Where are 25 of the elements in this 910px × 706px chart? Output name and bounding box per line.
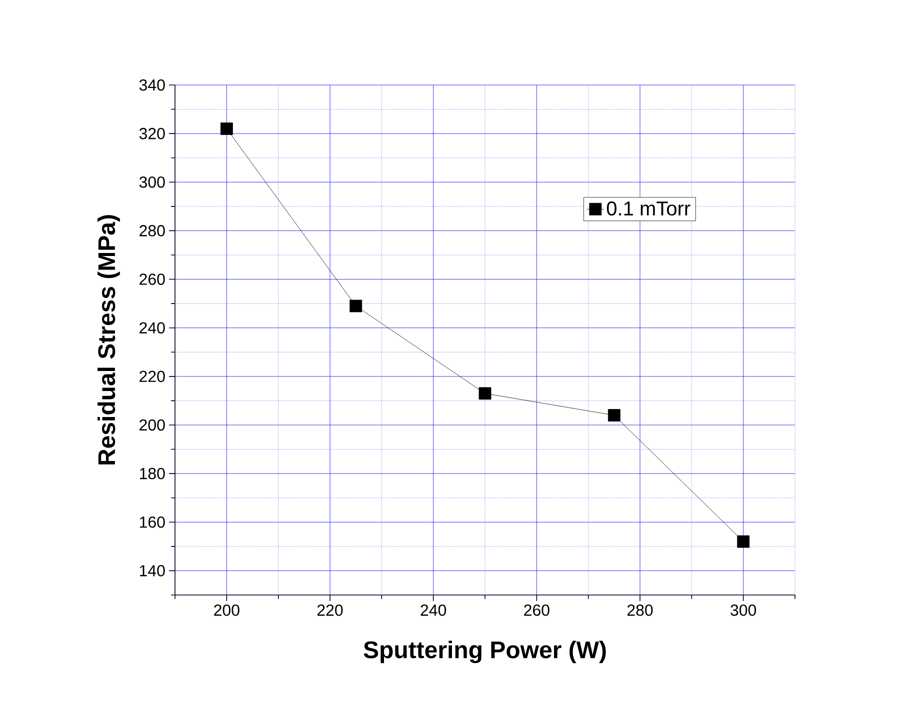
point <box>350 300 362 312</box>
x-tick-label: 220 <box>317 604 343 616</box>
x-axis-title: Sputtering Power (W) <box>364 640 606 664</box>
x-tick-label: 240 <box>420 604 446 616</box>
point <box>608 409 620 422</box>
y-tick-label: 200 <box>140 419 165 431</box>
x-tick-label: 200 <box>214 604 240 616</box>
y-tick-label: 180 <box>140 468 165 480</box>
y-axis-title: Residual Stress (MPa) <box>98 215 120 464</box>
legend-label: 0.1 mTorr <box>606 201 690 216</box>
point <box>737 535 750 548</box>
y-tick-label: 300 <box>139 176 165 188</box>
x-tick-label: 300 <box>730 604 756 616</box>
y-tick-label: 220 <box>140 370 165 382</box>
y-tick-label: 320 <box>139 128 165 140</box>
y-tick-label: 260 <box>140 274 165 285</box>
point <box>220 122 233 135</box>
point <box>478 387 492 400</box>
y-tick-label: 240 <box>140 322 165 334</box>
x-tick-label: 280 <box>627 604 653 616</box>
y-tick-label: 160 <box>140 516 165 528</box>
y-tick-label: 280 <box>140 225 165 236</box>
y-tick-label: 140 <box>140 565 165 576</box>
x-tick-label: 260 <box>524 604 550 616</box>
y-tick-label: 340 <box>139 79 165 91</box>
